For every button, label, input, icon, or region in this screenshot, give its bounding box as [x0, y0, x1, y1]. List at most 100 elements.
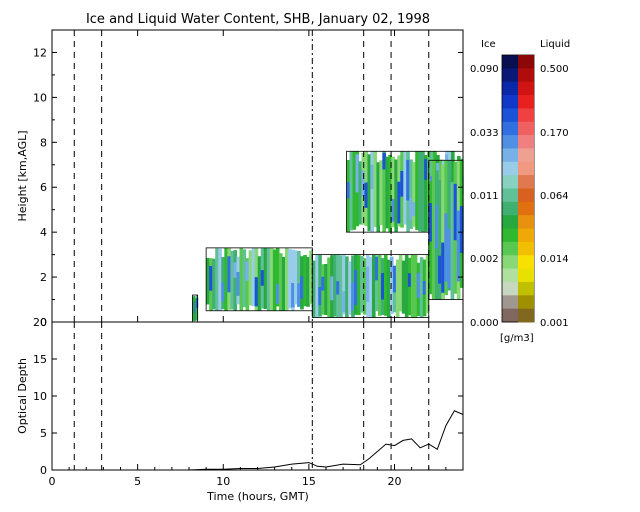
colorbar-ice-swatch [502, 188, 518, 203]
cloud-cell-ice [260, 270, 265, 286]
cloud-cell-ice [382, 152, 386, 170]
cloud-cell-ice [366, 266, 370, 303]
cloud-cell [360, 256, 364, 313]
cloud-cell [418, 151, 422, 232]
cloud-cell [421, 151, 425, 233]
colorbar-ice-swatch [502, 135, 518, 149]
colorbar-liquid-swatch [518, 255, 534, 270]
colorbar-liquid-label: 0.064 [540, 191, 569, 202]
optical-depth-panel: 0 5 10 15 20 Optical Depth [16, 316, 464, 477]
cloud-cell [257, 256, 262, 311]
cloud-cell [318, 254, 322, 317]
cloud-cell-ice [459, 206, 464, 253]
cloud-cell-ice [434, 204, 439, 249]
cloud-cell [218, 248, 222, 311]
colorbar-liquid-swatch [518, 55, 534, 69]
top-y-tick-label: 12 [33, 46, 47, 59]
cloud-cell [403, 151, 407, 225]
top-y-tick-label: 2 [40, 271, 47, 284]
cloud-cell-ice [422, 280, 427, 295]
colorbar-ice-swatch [502, 95, 518, 109]
cloud-cell [345, 256, 349, 318]
cloud-cell [303, 254, 307, 307]
cloud-cell-ice [407, 273, 412, 287]
colorbar-liquid-swatch [518, 81, 534, 96]
cloud-cell [291, 249, 295, 311]
cloud-cell [431, 160, 436, 300]
cloud-cell-ice [300, 276, 304, 299]
top-y-tick-label: 6 [40, 181, 47, 194]
cloud-cell [266, 247, 271, 311]
cloud-cell [425, 254, 430, 313]
cloud-cell [242, 249, 247, 308]
colorbar-ice-swatch [502, 161, 518, 176]
colorbar-ice-label: 0.090 [470, 64, 499, 75]
cloud-cell [212, 258, 216, 310]
cloud-cell [248, 250, 253, 306]
cloud-cell-ice [351, 282, 355, 311]
cloud-cell-ice [397, 181, 401, 224]
colorbar-ice-swatch [502, 268, 518, 283]
bottom-y-ticks: 0 5 10 15 20 [33, 316, 463, 477]
cloud-cell-ice [392, 265, 397, 293]
cloud-cell [206, 257, 210, 305]
colorbar-liquid-swatch [518, 188, 534, 203]
top-y-tick-label: 0 [40, 316, 47, 329]
colorbar-liquid-swatch [518, 241, 534, 256]
cloud-cell [275, 247, 280, 307]
cloud-cell [284, 247, 289, 311]
colorbar-liquid-swatch [518, 108, 534, 123]
x-tick-label: 5 [134, 475, 141, 488]
colorbar-liquid-swatch [518, 228, 534, 243]
cloud-cell [386, 259, 391, 318]
cloud-layer [311, 254, 430, 318]
colorbar-liquid-swatch [518, 68, 534, 83]
cloud-cell-ice [330, 276, 334, 301]
colorbar-ice-swatch [502, 55, 518, 69]
top-y-ticks: 0 2 4 6 8 10 12 [33, 46, 463, 329]
bottom-panel-frame [51, 321, 464, 471]
x-tick-label: 10 [216, 475, 230, 488]
cloud-cell-ice [254, 277, 259, 307]
cloud-cell-ice [346, 182, 351, 199]
cloud-cell [278, 253, 283, 311]
cloud-cell-ice [233, 262, 238, 278]
chart-title: Ice and Liquid Water Content, SHB, Janua… [86, 12, 430, 27]
colorbar-ice-swatch [502, 108, 518, 123]
cloud-cell-ice [389, 256, 394, 273]
cloud-cell-ice [444, 213, 449, 282]
cloud-cell-ice [236, 271, 241, 296]
top-ylabel: Height [km,AGL] [16, 130, 29, 221]
colorbar-ice-scale [501, 54, 535, 323]
cloud-cell-ice [447, 228, 452, 289]
cloud-cell [324, 263, 328, 315]
colorbar-ice-swatch [502, 308, 518, 323]
cloud-cell [376, 162, 380, 233]
colorbar: Ice Liquid 0.090 0.033 0.011 0.002 0.000 0.50… [470, 39, 570, 344]
cloud-cell-ice [453, 183, 458, 241]
top-dashed-lines [73, 30, 430, 322]
colorbar-ice-label: 0.011 [470, 191, 499, 202]
x-tick-label: 0 [49, 475, 56, 488]
cloud-cell-ice [409, 197, 413, 221]
cloud-cell [419, 257, 424, 318]
colorbar-ice-swatch [502, 215, 518, 230]
cloud-cell-ice [412, 201, 416, 216]
bottom-y-tick-label: 15 [33, 353, 47, 366]
x-tick-label: 20 [388, 475, 402, 488]
cloud-cell [395, 259, 400, 318]
colorbar-ice-swatch [502, 68, 518, 83]
cloud-cell [404, 254, 409, 318]
cloud-cell [194, 298, 197, 321]
cloud-cell-ice [428, 203, 433, 242]
cloud-cell [215, 248, 219, 311]
colorbar-ice-swatch [502, 295, 518, 310]
cloud-layer [346, 150, 464, 233]
cloud-cell-ice [354, 269, 358, 306]
colorbar-liquid-swatch [518, 268, 534, 283]
colorbar-liquid-label: 0.500 [540, 64, 569, 75]
cloud-cell [348, 261, 352, 315]
cloud-cell [447, 160, 452, 291]
cloud-cell [263, 247, 268, 309]
